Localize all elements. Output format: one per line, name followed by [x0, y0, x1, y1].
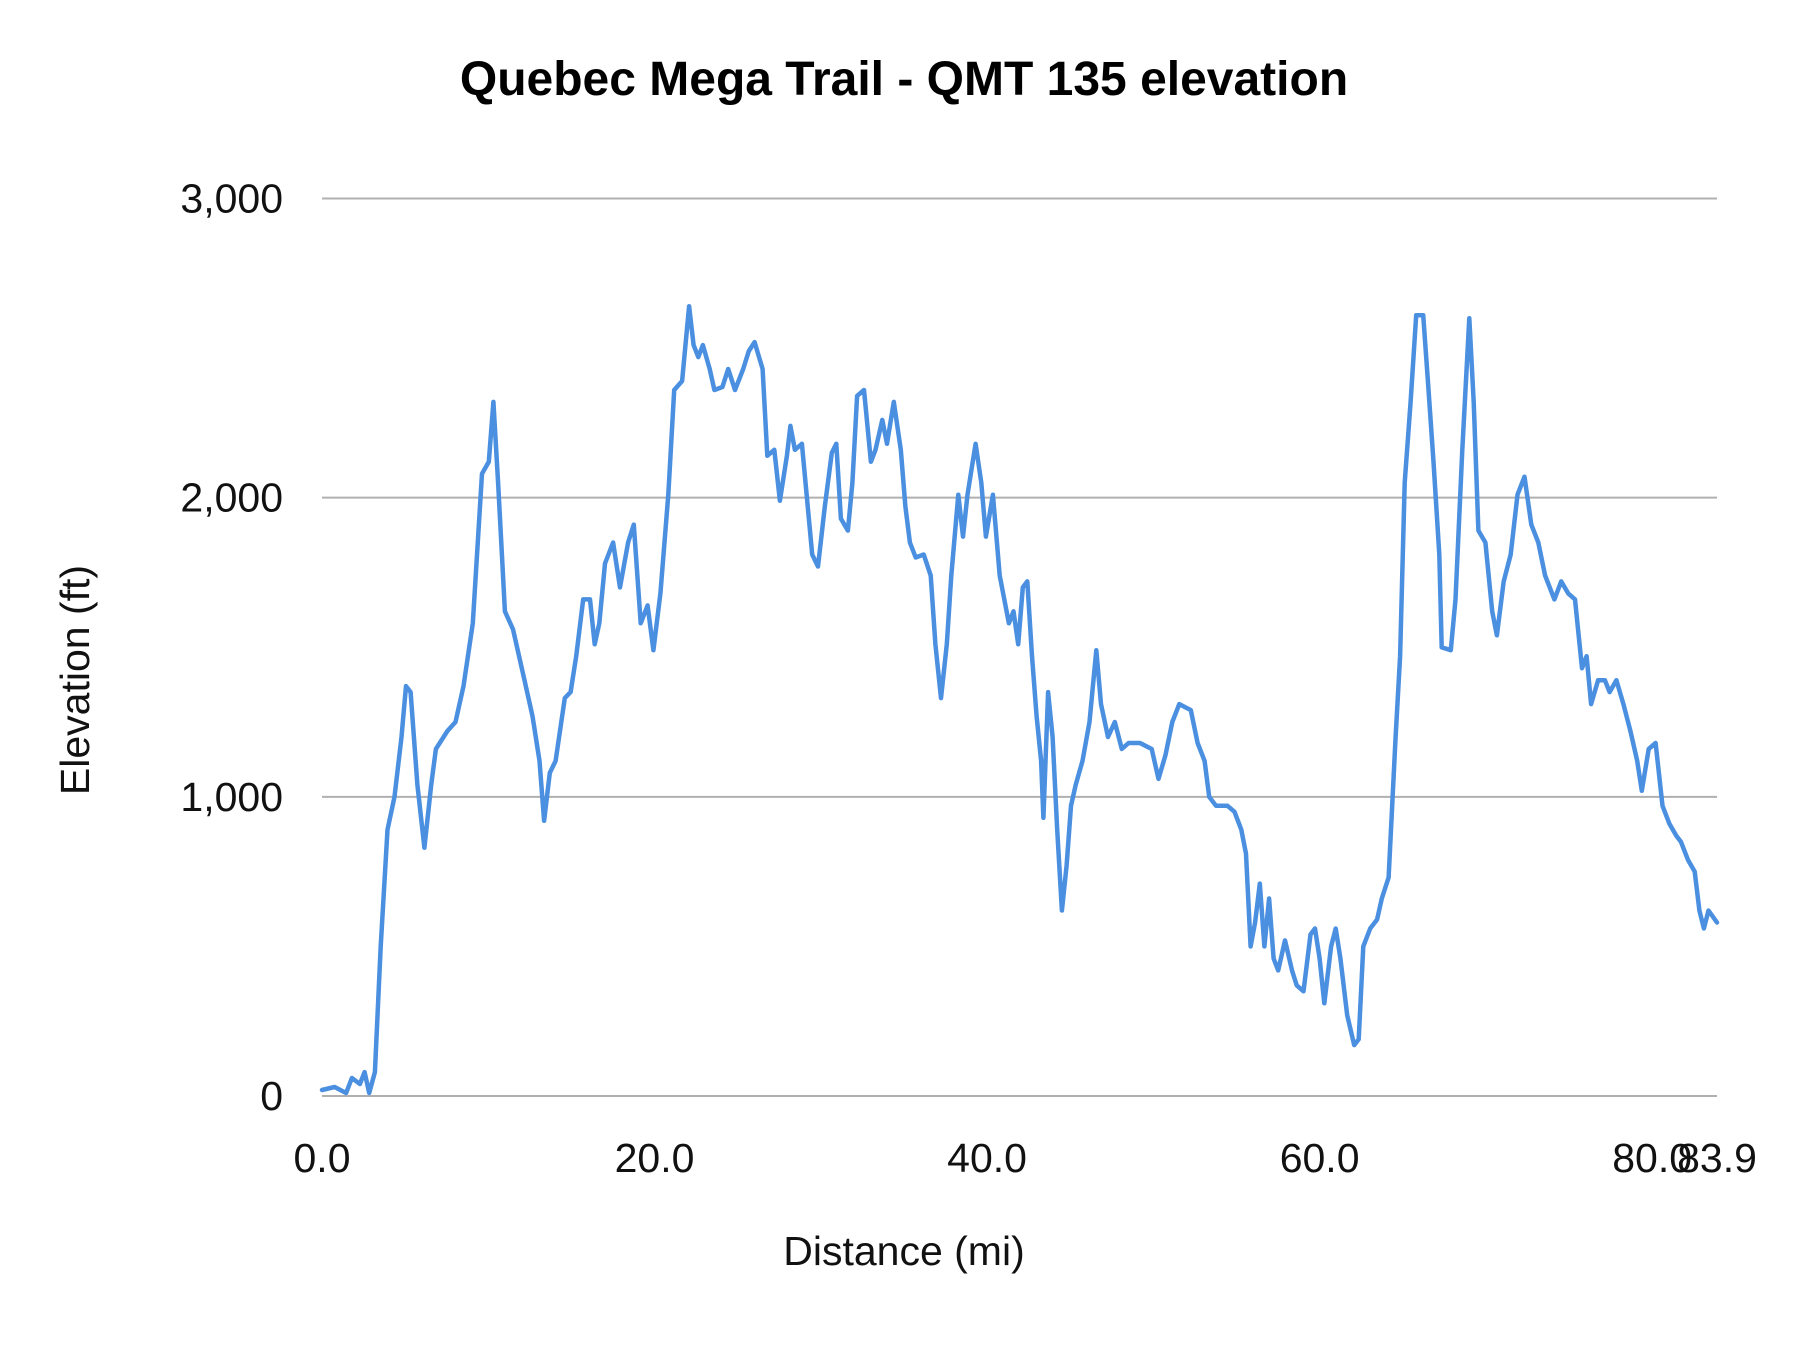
y-tick-label: 2,000: [180, 475, 283, 521]
y-tick-label: 3,000: [180, 176, 283, 222]
x-tick-label: 83.9: [1677, 1135, 1757, 1181]
y-axis-ticks: 0 1,000 2,000 3,000: [180, 176, 283, 1120]
gridlines: [322, 197, 1717, 1097]
x-tick-label: 40.0: [947, 1135, 1027, 1181]
x-tick-label: 0.0: [294, 1135, 351, 1181]
x-tick-label: 80.0: [1612, 1135, 1692, 1181]
x-tick-label: 60.0: [1280, 1135, 1360, 1181]
y-tick-label: 0: [260, 1073, 283, 1119]
chart-title: Quebec Mega Trail - QMT 135 elevation: [460, 53, 1348, 106]
y-tick-label: 1,000: [180, 774, 283, 820]
elevation-series-line: [319, 303, 1720, 1096]
x-axis-ticks: 0.0 20.0 40.0 60.0 80.083.9: [294, 1135, 1757, 1181]
x-axis-title: Distance (mi): [783, 1228, 1024, 1274]
x-tick-label: 20.0: [615, 1135, 695, 1181]
y-axis-title: Elevation (ft): [52, 565, 98, 795]
